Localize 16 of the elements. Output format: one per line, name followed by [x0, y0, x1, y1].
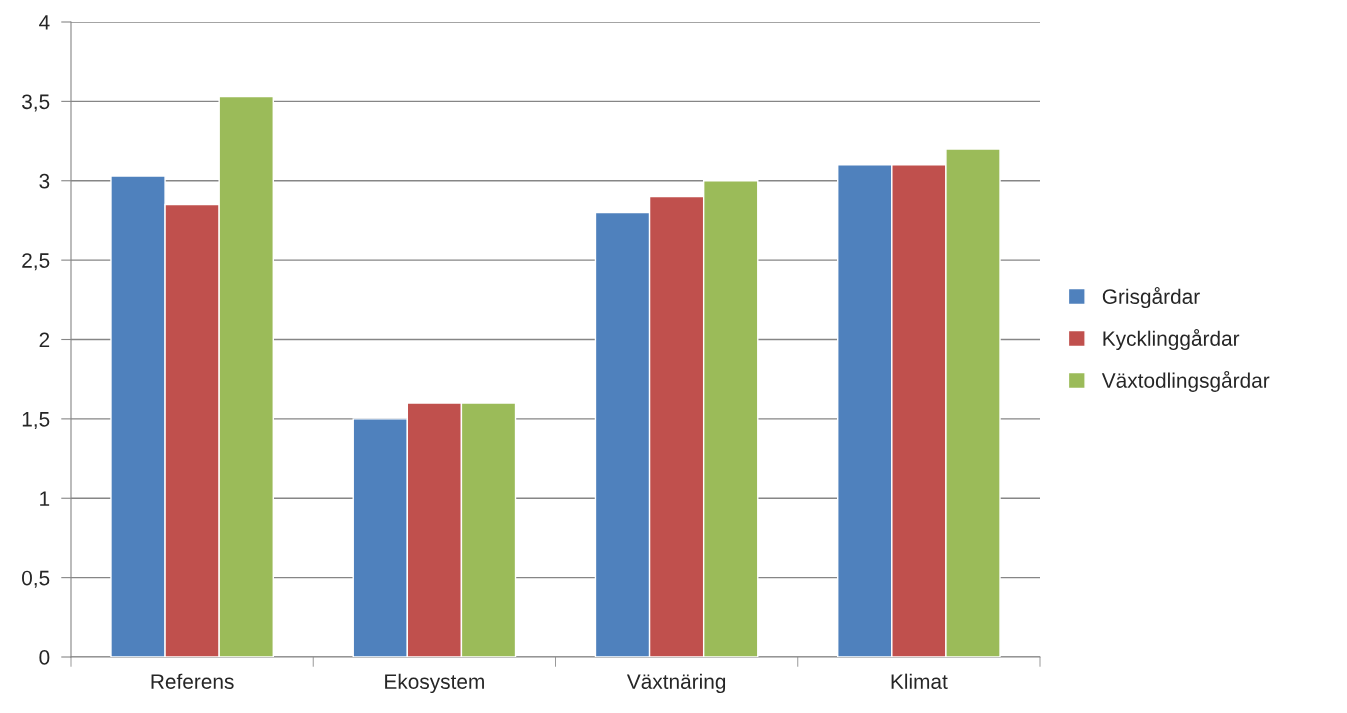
- x-tick-label: Klimat: [891, 673, 948, 689]
- y-tick-label: 1,5: [22, 412, 50, 430]
- x-tick-label: Ekosystem: [385, 673, 484, 694]
- x-tick-label: Växtnäring: [626, 673, 726, 694]
- y-tick-label: 2,5: [22, 253, 50, 271]
- y-tick-label: 2: [39, 332, 50, 348]
- y-tick-label: 4: [39, 15, 50, 30]
- y-tick-label: 0,5: [22, 570, 50, 588]
- legend-label: Grisgårdar: [1102, 286, 1200, 309]
- legend-label: Kycklinggårdar: [1103, 328, 1240, 351]
- legend-label: Växtodlingsgårdar: [1101, 370, 1270, 393]
- y-tick-label: 3,5: [22, 94, 50, 112]
- y-tick-label: 3: [39, 173, 50, 189]
- x-tick-label: Referens: [151, 673, 234, 689]
- y-tick-label: 0: [39, 650, 50, 665]
- y-tick-label: 1: [40, 491, 50, 506]
